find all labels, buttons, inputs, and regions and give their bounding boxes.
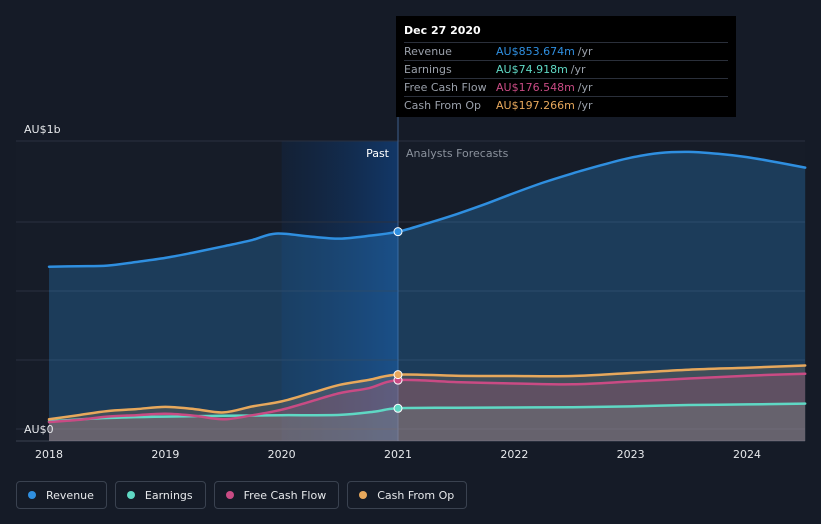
- tooltip-unit: /yr: [577, 81, 593, 94]
- series-line-revenue: [47, 150, 807, 268]
- legend-label: Revenue: [46, 488, 94, 502]
- tooltip-label: Earnings: [404, 63, 452, 76]
- legend-label: Free Cash Flow: [243, 488, 327, 502]
- tooltip-date: Dec 27 2020: [404, 24, 481, 37]
- series-area-cash-from-op: [49, 365, 806, 441]
- tooltip-label: Cash From Op: [404, 99, 482, 112]
- x-tick-label: 2023: [617, 448, 645, 461]
- legend-label: Earnings: [144, 488, 193, 502]
- tooltip-row-cash-from-op: Cash From Op AU$197.266m /yr: [404, 96, 728, 114]
- tooltip-label: Revenue: [404, 45, 452, 58]
- tooltip-unit: /yr: [577, 45, 593, 58]
- x-tick-label: 2021: [384, 448, 412, 461]
- y-tick-label: AU$0: [24, 423, 54, 436]
- x-tick-label: 2022: [500, 448, 528, 461]
- tooltip-value: AU$74.918m: [496, 63, 568, 76]
- legend-item-earnings[interactable]: Earnings: [114, 481, 206, 509]
- dot-icon: [225, 491, 234, 499]
- x-tick-label: 2020: [268, 448, 296, 461]
- series-marker-earnings: [393, 403, 403, 413]
- series-area-revenue: [49, 151, 806, 441]
- tooltip-row-free-cash-flow: Free Cash Flow AU$176.548m /yr: [404, 78, 728, 96]
- legend-item-free-cash-flow[interactable]: Free Cash Flow: [213, 481, 340, 509]
- x-tick-label: 2024: [733, 448, 761, 461]
- tooltip: Dec 27 2020 Revenue AU$853.674m /yr Earn…: [396, 16, 736, 117]
- tooltip-value: AU$197.266m: [496, 99, 575, 112]
- series-area-earnings: [49, 403, 806, 441]
- forecast-label: Analysts Forecasts: [406, 147, 509, 160]
- tooltip-label: Free Cash Flow: [404, 81, 487, 94]
- y-tick-label: AU$1b: [24, 123, 61, 136]
- legend-item-revenue[interactable]: Revenue: [16, 481, 107, 509]
- dot-icon: [359, 491, 368, 499]
- series-marker-cash-from-op: [393, 370, 403, 380]
- tooltip-value: AU$853.674m: [496, 45, 575, 58]
- series-line-free-cash-flow: [47, 372, 807, 424]
- tooltip-unit: /yr: [577, 99, 593, 112]
- dot-icon: [28, 491, 36, 499]
- tooltip-value: AU$176.548m: [496, 81, 575, 94]
- tooltip-row-revenue: Revenue AU$853.674m /yr: [404, 42, 728, 60]
- x-tick-label: 2019: [151, 448, 179, 461]
- tooltip-unit: /yr: [570, 63, 586, 76]
- legend-item-cash-from-op[interactable]: Cash From Op: [347, 481, 468, 509]
- tooltip-row-earnings: Earnings AU$74.918m /yr: [404, 60, 728, 78]
- dot-icon: [126, 491, 135, 499]
- series-line-cash-from-op: [47, 364, 807, 421]
- series-marker-revenue: [393, 227, 403, 237]
- legend: Revenue Earnings Free Cash Flow Cash Fro…: [16, 481, 468, 509]
- x-tick-label: 2018: [35, 448, 63, 461]
- legend-label: Cash From Op: [377, 488, 455, 502]
- past-label: Past: [366, 147, 390, 160]
